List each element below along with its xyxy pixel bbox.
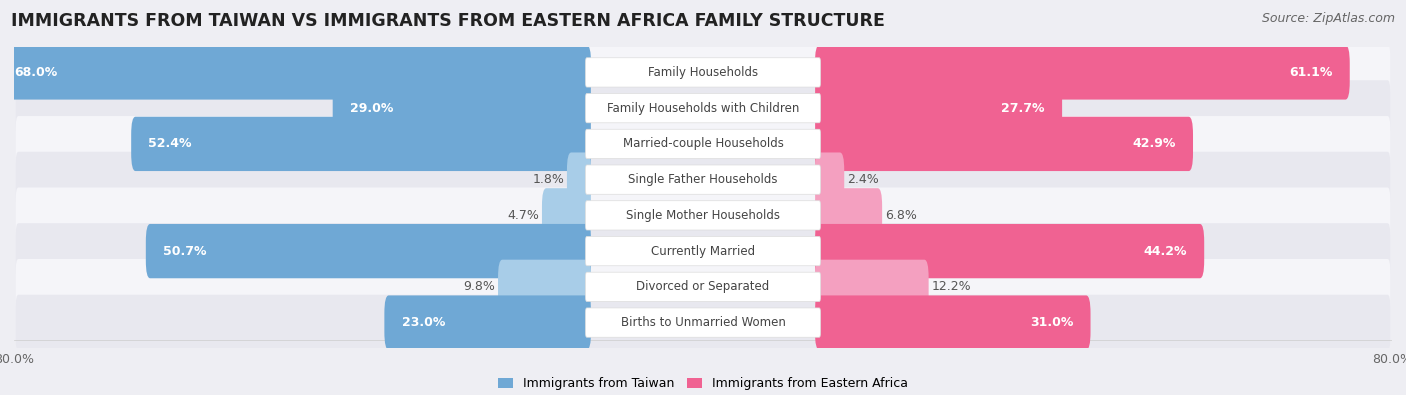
- Text: 2.4%: 2.4%: [846, 173, 879, 186]
- Legend: Immigrants from Taiwan, Immigrants from Eastern Africa: Immigrants from Taiwan, Immigrants from …: [494, 372, 912, 395]
- FancyBboxPatch shape: [815, 81, 1062, 135]
- FancyBboxPatch shape: [585, 58, 821, 87]
- Text: Family Households: Family Households: [648, 66, 758, 79]
- FancyBboxPatch shape: [131, 117, 591, 171]
- FancyBboxPatch shape: [815, 152, 844, 207]
- FancyBboxPatch shape: [15, 152, 1391, 207]
- Text: 42.9%: 42.9%: [1132, 137, 1175, 150]
- FancyBboxPatch shape: [815, 45, 1350, 100]
- Text: 4.7%: 4.7%: [508, 209, 540, 222]
- Text: 9.8%: 9.8%: [464, 280, 495, 293]
- Text: 27.7%: 27.7%: [1001, 102, 1045, 115]
- FancyBboxPatch shape: [15, 259, 1391, 315]
- FancyBboxPatch shape: [15, 116, 1391, 172]
- FancyBboxPatch shape: [146, 224, 591, 278]
- FancyBboxPatch shape: [585, 272, 821, 301]
- Text: 12.2%: 12.2%: [931, 280, 970, 293]
- Text: Currently Married: Currently Married: [651, 245, 755, 258]
- FancyBboxPatch shape: [541, 188, 591, 243]
- Text: 52.4%: 52.4%: [149, 137, 191, 150]
- FancyBboxPatch shape: [815, 117, 1194, 171]
- Text: Single Mother Households: Single Mother Households: [626, 209, 780, 222]
- FancyBboxPatch shape: [567, 152, 591, 207]
- FancyBboxPatch shape: [815, 260, 928, 314]
- Text: Married-couple Households: Married-couple Households: [623, 137, 783, 150]
- FancyBboxPatch shape: [15, 45, 1391, 100]
- FancyBboxPatch shape: [15, 223, 1391, 279]
- FancyBboxPatch shape: [384, 295, 591, 350]
- FancyBboxPatch shape: [585, 237, 821, 266]
- FancyBboxPatch shape: [585, 129, 821, 158]
- Text: 1.8%: 1.8%: [533, 173, 564, 186]
- Text: 44.2%: 44.2%: [1143, 245, 1187, 258]
- FancyBboxPatch shape: [0, 45, 591, 100]
- Text: 6.8%: 6.8%: [884, 209, 917, 222]
- FancyBboxPatch shape: [498, 260, 591, 314]
- FancyBboxPatch shape: [585, 94, 821, 123]
- Text: Family Households with Children: Family Households with Children: [607, 102, 799, 115]
- Text: Divorced or Separated: Divorced or Separated: [637, 280, 769, 293]
- FancyBboxPatch shape: [15, 295, 1391, 350]
- Text: 23.0%: 23.0%: [402, 316, 444, 329]
- Text: IMMIGRANTS FROM TAIWAN VS IMMIGRANTS FROM EASTERN AFRICA FAMILY STRUCTURE: IMMIGRANTS FROM TAIWAN VS IMMIGRANTS FRO…: [11, 12, 886, 30]
- FancyBboxPatch shape: [815, 188, 882, 243]
- Text: 61.1%: 61.1%: [1289, 66, 1333, 79]
- FancyBboxPatch shape: [15, 80, 1391, 136]
- FancyBboxPatch shape: [585, 165, 821, 194]
- Text: Births to Unmarried Women: Births to Unmarried Women: [620, 316, 786, 329]
- Text: 50.7%: 50.7%: [163, 245, 207, 258]
- FancyBboxPatch shape: [15, 188, 1391, 243]
- FancyBboxPatch shape: [585, 201, 821, 230]
- FancyBboxPatch shape: [815, 295, 1091, 350]
- Text: 68.0%: 68.0%: [14, 66, 58, 79]
- Text: Source: ZipAtlas.com: Source: ZipAtlas.com: [1261, 12, 1395, 25]
- Text: 31.0%: 31.0%: [1031, 316, 1073, 329]
- FancyBboxPatch shape: [815, 224, 1204, 278]
- Text: 29.0%: 29.0%: [350, 102, 394, 115]
- FancyBboxPatch shape: [333, 81, 591, 135]
- Text: Single Father Households: Single Father Households: [628, 173, 778, 186]
- FancyBboxPatch shape: [585, 308, 821, 337]
